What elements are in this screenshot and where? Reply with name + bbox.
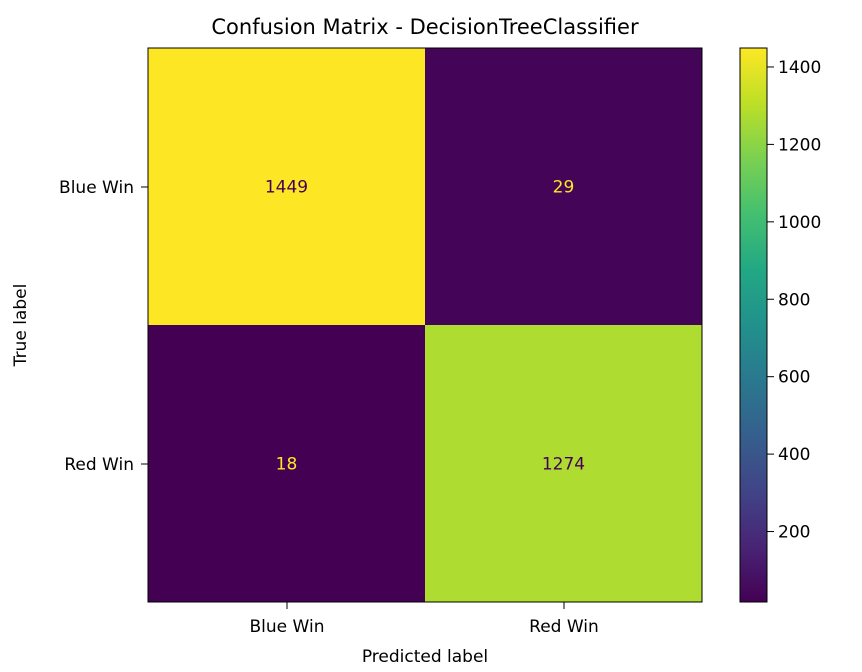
x-axis: Blue Win Red Win Predicted label <box>250 602 599 667</box>
y-tick-label: Red Win <box>64 455 134 475</box>
colorbar-tick-label: 400 <box>778 445 810 465</box>
matrix-cell <box>425 325 702 602</box>
plot-frame <box>147 47 703 603</box>
chart-title: Confusion Matrix - DecisionTreeClassifie… <box>211 15 639 39</box>
matrix-cell <box>148 48 425 325</box>
matrix-cell-value: 1449 <box>265 178 308 198</box>
y-axis: Blue Win Red Win True label <box>11 178 148 475</box>
colorbar-tick-label: 200 <box>778 523 810 543</box>
matrix-cell-labels: 1449 29 18 1274 <box>265 178 585 475</box>
matrix-cell-value: 18 <box>276 455 298 475</box>
colorbar-tick-label: 800 <box>778 290 810 310</box>
y-tick-label: Blue Win <box>59 178 134 198</box>
colorbar-tick-label: 1400 <box>778 58 821 78</box>
matrix-cells <box>148 48 702 602</box>
matrix-cell-value: 1274 <box>542 455 585 475</box>
colorbar-ticks: 200 400 600 800 1000 1200 1400 <box>767 58 821 543</box>
colorbar-gradient <box>739 47 768 603</box>
x-tick-label: Blue Win <box>250 617 325 637</box>
matrix-cell <box>425 48 702 325</box>
colorbar: 200 400 600 800 1000 1200 1400 <box>739 47 821 603</box>
x-tick-label: Red Win <box>529 617 599 637</box>
matrix-cell-value: 29 <box>553 178 575 198</box>
y-axis-label: True label <box>11 284 31 368</box>
matrix-cell <box>148 325 425 602</box>
colorbar-tick-label: 1200 <box>778 135 821 155</box>
x-axis-label: Predicted label <box>362 647 488 667</box>
colorbar-tick-label: 600 <box>778 368 810 388</box>
colorbar-tick-label: 1000 <box>778 213 821 233</box>
